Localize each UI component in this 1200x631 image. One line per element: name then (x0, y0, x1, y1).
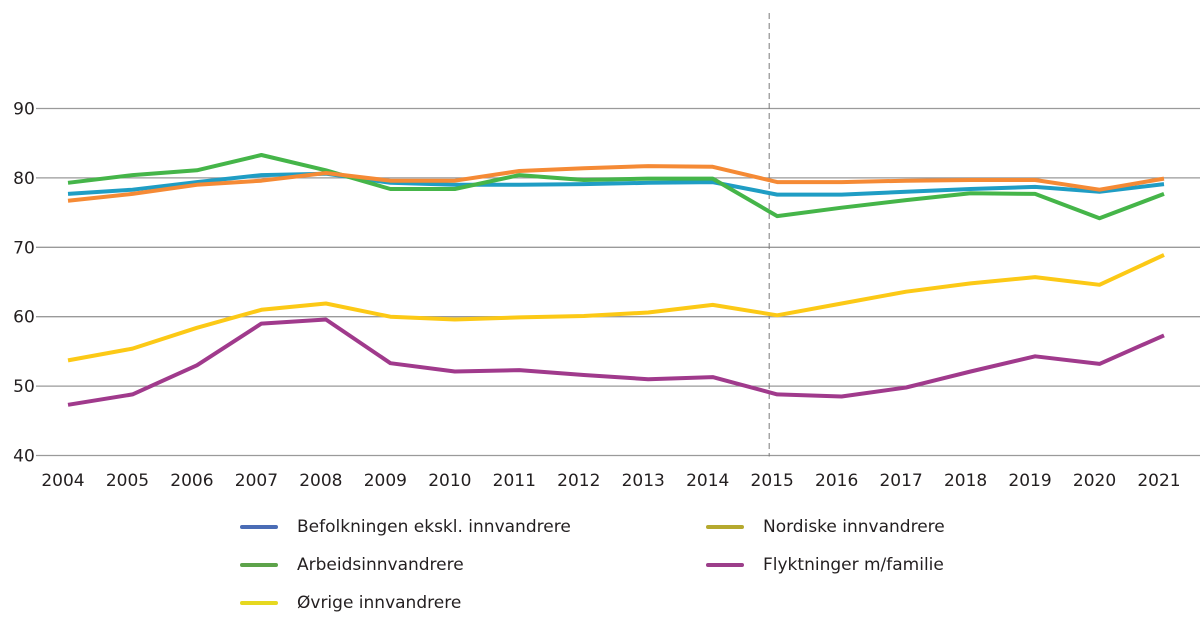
y-axis-tick-labels: 40 50 60 70 80 90 (13, 100, 35, 467)
gridlines (36, 107, 1200, 457)
x-tick-label: 2021 (1137, 471, 1180, 491)
legend-swatch (240, 525, 278, 529)
y-tick-label: 60 (13, 308, 35, 328)
x-tick-label: 2016 (815, 471, 858, 491)
y-tick-label: 50 (13, 377, 35, 397)
x-tick-label: 2013 (622, 471, 665, 491)
y-tick-label: 70 (13, 238, 35, 258)
x-tick-label: 2011 (493, 471, 536, 491)
x-tick-label: 2015 (751, 471, 794, 491)
y-tick-label: 80 (13, 169, 35, 189)
series-line-arbeidsinnvandrere (67, 153, 1165, 221)
legend-swatch (240, 601, 278, 605)
x-tick-label: 2010 (428, 471, 471, 491)
x-tick-label: 2012 (557, 471, 600, 491)
x-tick-label: 2020 (1073, 471, 1116, 491)
x-axis-tick-labels: 2004 2005 2006 2007 2008 2009 2010 2011 2012 2013… (41, 471, 1180, 491)
x-tick-label: 2004 (41, 471, 84, 491)
legend-swatch (240, 563, 278, 567)
legend-label: Arbeidsinnvandrere (297, 555, 464, 575)
legend-label: Flyktninger m/familie (763, 555, 944, 575)
legend-label: Befolkningen ekskl. innvandrere (297, 517, 571, 537)
legend-item-arbeidsinnvandrere[interactable]: Arbeidsinnvandrere (240, 555, 464, 575)
x-tick-label: 2006 (170, 471, 213, 491)
x-tick-label: 2018 (944, 471, 987, 491)
series-line-vrige-innvandrere (67, 253, 1165, 363)
legend-label: Nordiske innvandrere (763, 517, 945, 537)
legend-swatch (706, 563, 744, 567)
x-tick-label: 2008 (299, 471, 342, 491)
legend-swatch (706, 525, 744, 529)
legend-item-befolkningen[interactable]: Befolkningen ekskl. innvandrere (240, 517, 571, 537)
legend-label: Øvrige innvandrere (297, 593, 462, 613)
x-tick-label: 2019 (1008, 471, 1051, 491)
legend-item-ovrige[interactable]: Øvrige innvandrere (240, 593, 461, 613)
series-line-flyktninger-m-familie (67, 317, 1165, 407)
series-line-befolkningen-ekskl-innvandrere (67, 171, 1165, 197)
series-line-nordiske-innvandrere (67, 164, 1165, 203)
x-tick-label: 2007 (235, 471, 278, 491)
x-tick-label: 2017 (879, 471, 922, 491)
x-tick-label: 2009 (364, 471, 407, 491)
series-lines (67, 153, 1165, 407)
y-tick-label: 40 (13, 447, 35, 467)
legend-item-flyktninger[interactable]: Flyktninger m/familie (706, 555, 944, 575)
y-tick-label: 90 (13, 100, 35, 120)
legend-item-nordiske[interactable]: Nordiske innvandrere (706, 517, 945, 537)
x-tick-label: 2005 (106, 471, 149, 491)
x-tick-label: 2014 (686, 471, 729, 491)
